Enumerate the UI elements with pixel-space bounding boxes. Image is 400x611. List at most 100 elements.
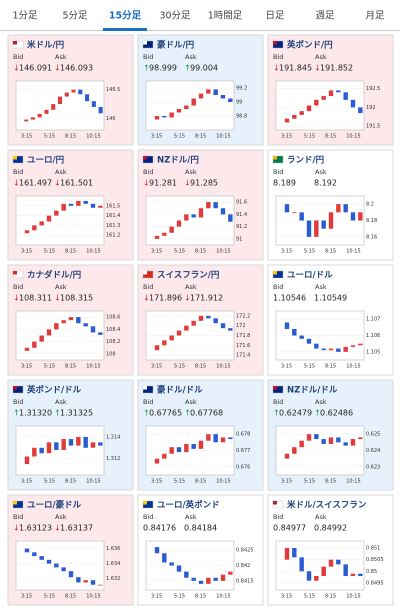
- y-tick-label: 91.6: [236, 200, 247, 206]
- candle: [191, 577, 196, 581]
- y-tick-label: 172.2: [236, 313, 250, 319]
- candle: [198, 93, 204, 99]
- candle: [206, 577, 211, 584]
- candle: [306, 434, 312, 441]
- ask-value: 171.912: [190, 294, 223, 303]
- candle: [284, 322, 290, 329]
- tab[interactable]: 30分足: [159, 11, 191, 22]
- x-tick-label: 8:15: [195, 249, 206, 255]
- candle: [64, 92, 69, 97]
- y-tick-label: 8.2: [366, 202, 374, 208]
- flag-mark: [143, 156, 147, 160]
- y-tick-label: 161.3: [106, 223, 120, 229]
- ask-label: Ask: [315, 283, 327, 291]
- candle: [350, 345, 356, 347]
- x-tick-label: 5:15: [304, 594, 315, 600]
- bid-label: Bid: [143, 168, 153, 176]
- x-tick-label: 8:15: [325, 479, 336, 485]
- bid-value: 146.091: [19, 64, 52, 73]
- x-tick-label: 5:15: [174, 364, 185, 370]
- rate-card[interactable]: ユーロ/英ポンド Bid Ask 0.84176 0.84184 0.8425 0.842 0…: [137, 494, 264, 606]
- candle: [343, 92, 348, 100]
- x-tick-label: 5:15: [304, 479, 315, 485]
- tab[interactable]: 日足: [265, 11, 285, 22]
- candle: [198, 580, 204, 584]
- y-tick-label: 0.625: [366, 432, 380, 438]
- trend-arrow: ↓: [273, 64, 280, 73]
- candle: [206, 89, 211, 94]
- candle: [176, 565, 182, 572]
- candle: [90, 203, 96, 208]
- y-tick-label: 1.634: [106, 561, 120, 567]
- x-tick-label: 5:15: [44, 479, 55, 485]
- candle: [299, 440, 304, 448]
- chart-frame: [15, 425, 105, 476]
- pair-name: ランド/円: [287, 156, 324, 166]
- pair-name: ユーロ/豪ドル: [27, 500, 82, 511]
- rate-card[interactable]: ユーロ/ドル Bid Ask 1.10546 1.10549 1.107 1.106 1.10…: [267, 264, 394, 376]
- trend-arrow: ↓: [13, 64, 20, 73]
- trend-arrow: ↑: [314, 409, 321, 418]
- tab-underline: [103, 28, 147, 31]
- rate-card[interactable]: ランド/円 Bid Ask 8.189 8.192 8.2 8.18 8.16 3:15 5:15…: [267, 149, 394, 261]
- y-tick-label: 108.2: [106, 339, 120, 345]
- y-tick-label: 0.8415: [236, 578, 254, 584]
- candle: [358, 573, 363, 576]
- tab[interactable]: 1時間足: [208, 11, 243, 22]
- candle: [191, 443, 196, 449]
- candle: [350, 212, 356, 221]
- tab[interactable]: 15分足: [109, 10, 142, 22]
- candle: [51, 104, 56, 110]
- candle: [61, 439, 66, 450]
- candle: [32, 225, 37, 231]
- x-tick-label: 10:15: [346, 134, 360, 140]
- candle: [314, 434, 319, 440]
- x-tick-label: 5:15: [174, 479, 185, 485]
- bid-value: 108.311: [19, 294, 52, 303]
- candle: [350, 573, 356, 576]
- candle: [336, 204, 341, 213]
- flag-mark: [273, 41, 277, 45]
- candle: [169, 226, 174, 233]
- candle: [162, 116, 167, 118]
- trend-arrow: ↓: [54, 524, 61, 533]
- candle: [68, 317, 74, 321]
- x-tick-label: 3:15: [21, 479, 32, 485]
- candle: [336, 348, 341, 352]
- ask-value: 1.31325: [60, 409, 93, 418]
- x-tick-label: 8:15: [65, 134, 76, 140]
- candle: [98, 106, 103, 114]
- x-tick-label: 8:15: [325, 249, 336, 255]
- flag-mark: [273, 156, 277, 160]
- candle: [46, 442, 52, 454]
- x-tick-label: 10:15: [216, 479, 230, 485]
- x-tick-label: 3:15: [151, 479, 162, 485]
- candle: [314, 99, 319, 106]
- tab[interactable]: 週足: [315, 10, 335, 22]
- candle: [91, 101, 96, 107]
- candle: [292, 447, 297, 454]
- trend-arrow: ↓: [13, 179, 20, 188]
- x-tick-label: 3:15: [151, 249, 162, 255]
- tab[interactable]: 5分足: [62, 11, 88, 22]
- tab[interactable]: 1分足: [12, 11, 38, 22]
- x-tick-label: 3:15: [281, 479, 292, 485]
- candle: [61, 320, 66, 324]
- bid-label: Bid: [13, 283, 23, 291]
- tab[interactable]: 月足: [365, 11, 385, 22]
- y-tick-label: 161.4: [106, 213, 120, 219]
- flag-mark: [13, 156, 17, 160]
